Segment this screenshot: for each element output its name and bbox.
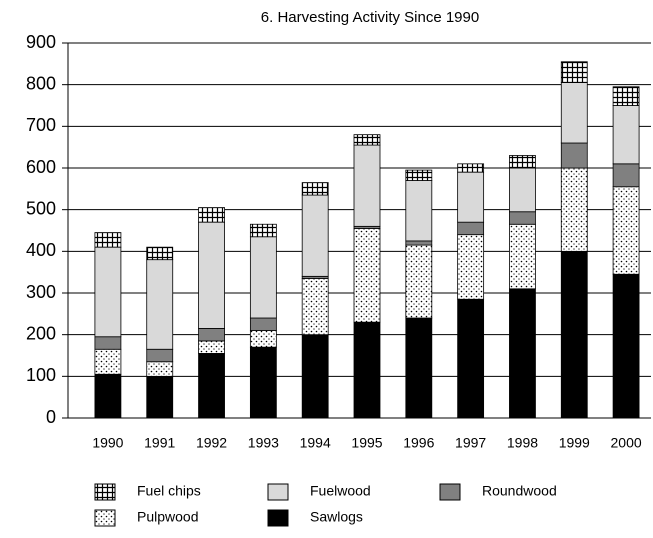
bar-segment	[94, 373, 122, 419]
bar-segment	[301, 194, 329, 277]
y-tick-label: 200	[26, 323, 56, 343]
legend-swatch	[94, 483, 116, 501]
bar-segment	[301, 278, 329, 336]
bar-segment	[509, 167, 536, 213]
x-tick-label: 1991	[144, 435, 175, 451]
bar-segment	[94, 336, 122, 350]
bar-segment	[353, 134, 381, 146]
bar-segment	[457, 171, 485, 223]
bar-segment	[560, 250, 588, 419]
bar-segment	[198, 353, 225, 419]
bar-segment	[612, 273, 640, 419]
bar-segment	[353, 228, 381, 323]
x-tick-label: 1992	[196, 435, 227, 451]
y-tick-label: 100	[26, 365, 56, 385]
bar-segment	[560, 142, 588, 169]
bar-segment	[198, 328, 225, 342]
bar-segment	[146, 361, 174, 377]
y-tick-label: 300	[26, 282, 56, 302]
legend-swatch	[267, 483, 289, 501]
bar-segment	[612, 105, 640, 165]
bar-segment	[457, 298, 485, 419]
y-tick-label: 700	[26, 115, 56, 135]
x-tick-label: 2000	[611, 435, 642, 451]
bar-segment	[249, 317, 277, 331]
bar-segment	[249, 346, 277, 419]
x-tick-label: 1990	[92, 435, 123, 451]
chart-title: 6. Harvesting Activity Since 1990	[261, 9, 479, 26]
bar-segment	[509, 155, 536, 169]
bar-segment	[509, 223, 536, 290]
bar-segment	[353, 144, 381, 227]
bar-segment	[405, 169, 433, 181]
bar-segment	[301, 334, 329, 419]
bar-segment	[94, 348, 122, 375]
bar-segment	[405, 244, 433, 319]
bar-segment	[560, 167, 588, 252]
bar-segment	[457, 163, 485, 173]
bar-segment	[612, 163, 640, 188]
legend-swatch	[94, 509, 116, 527]
legend-label: Sawlogs	[310, 509, 363, 525]
bar-segment	[301, 182, 329, 196]
bar-segment	[457, 221, 485, 236]
bar-segment	[560, 82, 588, 144]
bar-segment	[405, 180, 433, 242]
y-tick-label: 0	[46, 407, 56, 427]
bar-segment	[198, 340, 225, 354]
bar-segment	[146, 246, 174, 261]
x-tick-label: 1993	[248, 435, 279, 451]
bar-segment	[198, 221, 225, 329]
bar-segment	[249, 236, 277, 319]
bar-segment	[612, 86, 640, 106]
y-tick-label: 400	[26, 240, 56, 260]
bar-segment	[612, 186, 640, 275]
y-tick-label: 500	[26, 198, 56, 218]
bar-segment	[405, 240, 433, 246]
bar-segment	[249, 223, 277, 238]
x-tick-label: 1998	[507, 435, 538, 451]
legend-label: Pulpwood	[137, 509, 199, 525]
x-tick-label: 1997	[455, 435, 486, 451]
legend-label: Roundwood	[482, 483, 557, 499]
y-tick-label: 900	[26, 32, 56, 52]
x-tick-label: 1994	[300, 435, 331, 451]
bar-segment	[198, 207, 225, 223]
bar-segment	[146, 348, 174, 363]
bar-segment	[94, 232, 122, 248]
bar-segment	[509, 288, 536, 419]
x-tick-label: 1999	[559, 435, 590, 451]
bar-segment	[94, 246, 122, 338]
x-tick-label: 1995	[351, 435, 382, 451]
bar-segment	[457, 234, 485, 300]
bar-segment	[560, 61, 588, 83]
bar-segment	[249, 330, 277, 348]
bar-segment	[146, 375, 174, 419]
y-tick-label: 800	[26, 73, 56, 93]
bar-segment	[509, 211, 536, 225]
bar-segment	[146, 259, 174, 350]
y-tick-label: 600	[26, 157, 56, 177]
legend-label: Fuelwood	[310, 483, 371, 499]
bar-segment	[405, 317, 433, 419]
x-tick-label: 1996	[403, 435, 434, 451]
legend-swatch	[439, 483, 461, 501]
bar-segment	[353, 321, 381, 419]
legend-label: Fuel chips	[137, 483, 201, 499]
legend-swatch	[267, 509, 289, 527]
